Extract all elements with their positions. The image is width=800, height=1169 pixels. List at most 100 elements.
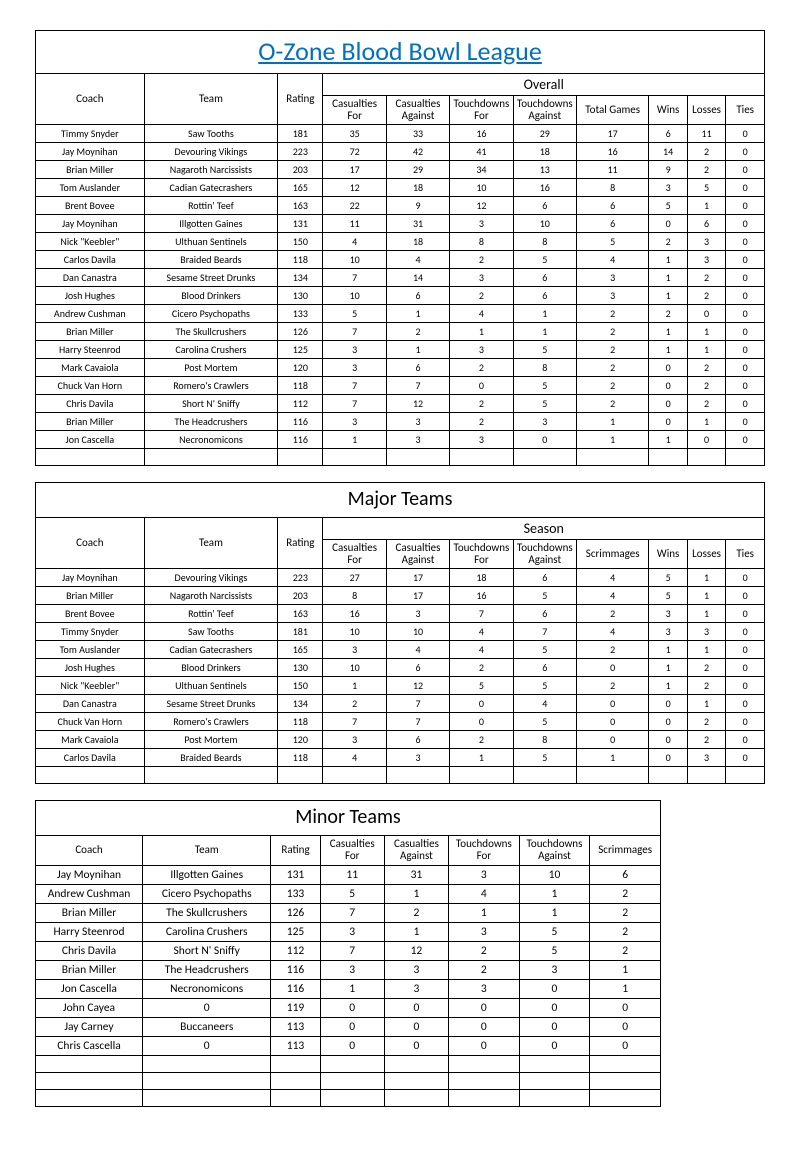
cell-ta: 6 [513,659,576,677]
hdr-rating: Rating [278,74,323,125]
cell-coach: John Cayea [36,998,143,1017]
cell-tf: 16 [450,587,513,605]
cell-team: Rottin' Teef [144,605,278,623]
table-row: Chuck Van HornRomero's Crawlers118770500… [36,713,765,731]
cell-team: Post Mortem [144,731,278,749]
cell-w: 2 [649,305,687,323]
cell-tf: 1 [450,323,513,341]
cell-cf: 3 [323,641,386,659]
cell-tf: 12 [450,197,513,215]
cell-ca: 6 [386,287,449,305]
cell-coach: Jay Moynihan [36,143,145,161]
hdr-losses: Losses [687,96,725,125]
cell-tf: 3 [450,269,513,287]
cell-ca: 0 [384,1036,448,1055]
cell-cf: 0 [320,1036,384,1055]
cell-tf: 0 [449,998,520,1017]
cell-rating: 163 [278,605,323,623]
cell-rating: 118 [278,377,323,395]
cell-cf: 7 [323,713,386,731]
cell-l: 6 [687,215,725,233]
cell-ca: 1 [384,884,448,903]
cell-w: 1 [649,659,687,677]
cell-t: 0 [726,125,765,143]
cell-cf: 7 [323,395,386,413]
cell-team: The Headcrushers [144,413,278,431]
cell-ca: 3 [384,960,448,979]
cell-ta: 5 [513,641,576,659]
cell-team: Ulthuan Sentinels [144,677,278,695]
table-row: Josh HughesBlood Drinkers130106263120 [36,287,765,305]
cell-coach: Carlos Davila [36,251,145,269]
cell-scrim: 2 [576,677,648,695]
cell-ca: 18 [386,233,449,251]
cell-ta: 5 [513,341,576,359]
cell-scrim: 0 [576,659,648,677]
cell-ca: 33 [386,125,449,143]
cell-coach: Brent Bovee [36,605,145,623]
hdr-season: Season [323,518,765,540]
cell-cf: 1 [323,677,386,695]
cell-team: Blood Drinkers [144,287,278,305]
cell-games: 8 [576,179,648,197]
cell-cf: 10 [323,659,386,677]
cell-scrim: 1 [576,749,648,767]
cell-coach: Nick "Keebler" [36,677,145,695]
cell-cf: 3 [323,731,386,749]
table-row: Timmy SnyderSaw Tooths1811010474330 [36,623,765,641]
cell-w: 1 [649,323,687,341]
cell-coach: Andrew Cushman [36,305,145,323]
cell-rating: 130 [278,287,323,305]
cell-ca: 3 [386,431,449,449]
cell-ca: 14 [386,269,449,287]
cell-tf: 4 [450,641,513,659]
cell-tf: 1 [450,749,513,767]
cell-coach: Brian Miller [36,903,143,922]
cell-w: 1 [649,641,687,659]
cell-coach: Chuck Van Horn [36,377,145,395]
cell-ta: 10 [519,865,590,884]
cell-team: Cadian Gatecrashers [144,179,278,197]
cell-team: Romero's Crawlers [144,377,278,395]
cell-rating: 223 [278,143,323,161]
table-row: Dan CanastraSesame Street Drunks13427040… [36,695,765,713]
hdr-coach: Coach [36,74,145,125]
league-title: O-Zone Blood Bowl League [36,31,765,74]
hdr-td-for: Touchdowns For [449,836,520,865]
cell-l: 1 [687,569,725,587]
cell-rating: 181 [278,623,323,641]
cell-ca: 3 [386,605,449,623]
hdr-team: Team [144,74,278,125]
cell-tf: 2 [450,395,513,413]
cell-cf: 1 [320,979,384,998]
cell-coach: Andrew Cushman [36,884,143,903]
cell-ta: 1 [519,903,590,922]
cell-coach: Harry Steenrod [36,922,143,941]
cell-tf: 2 [450,413,513,431]
cell-team: 0 [143,1036,271,1055]
cell-cf: 0 [320,998,384,1017]
cell-coach: Brian Miller [36,323,145,341]
cell-cf: 7 [320,903,384,922]
cell-ta: 7 [513,623,576,641]
cell-rating: 134 [278,695,323,713]
cell-tf: 34 [450,161,513,179]
cell-l: 1 [687,197,725,215]
cell-ca: 10 [386,623,449,641]
cell-w: 0 [649,731,687,749]
cell-tf: 7 [450,605,513,623]
cell-games: 4 [576,251,648,269]
cell-t: 0 [726,731,765,749]
cell-games: 17 [576,125,648,143]
cell-team: Cicero Psychopaths [143,884,271,903]
cell-ta: 6 [513,605,576,623]
cell-ta: 5 [513,251,576,269]
hdr-cas-against: Casualties Against [386,96,449,125]
cell-team: Devouring Vikings [144,569,278,587]
cell-team: Sesame Street Drunks [144,269,278,287]
hdr-wins: Wins [649,96,687,125]
cell-coach: Josh Hughes [36,659,145,677]
cell-w: 1 [649,341,687,359]
cell-team: Braided Beards [144,251,278,269]
table-row: Jay MoynihanIllgotten Gaines13111313106 [36,865,661,884]
